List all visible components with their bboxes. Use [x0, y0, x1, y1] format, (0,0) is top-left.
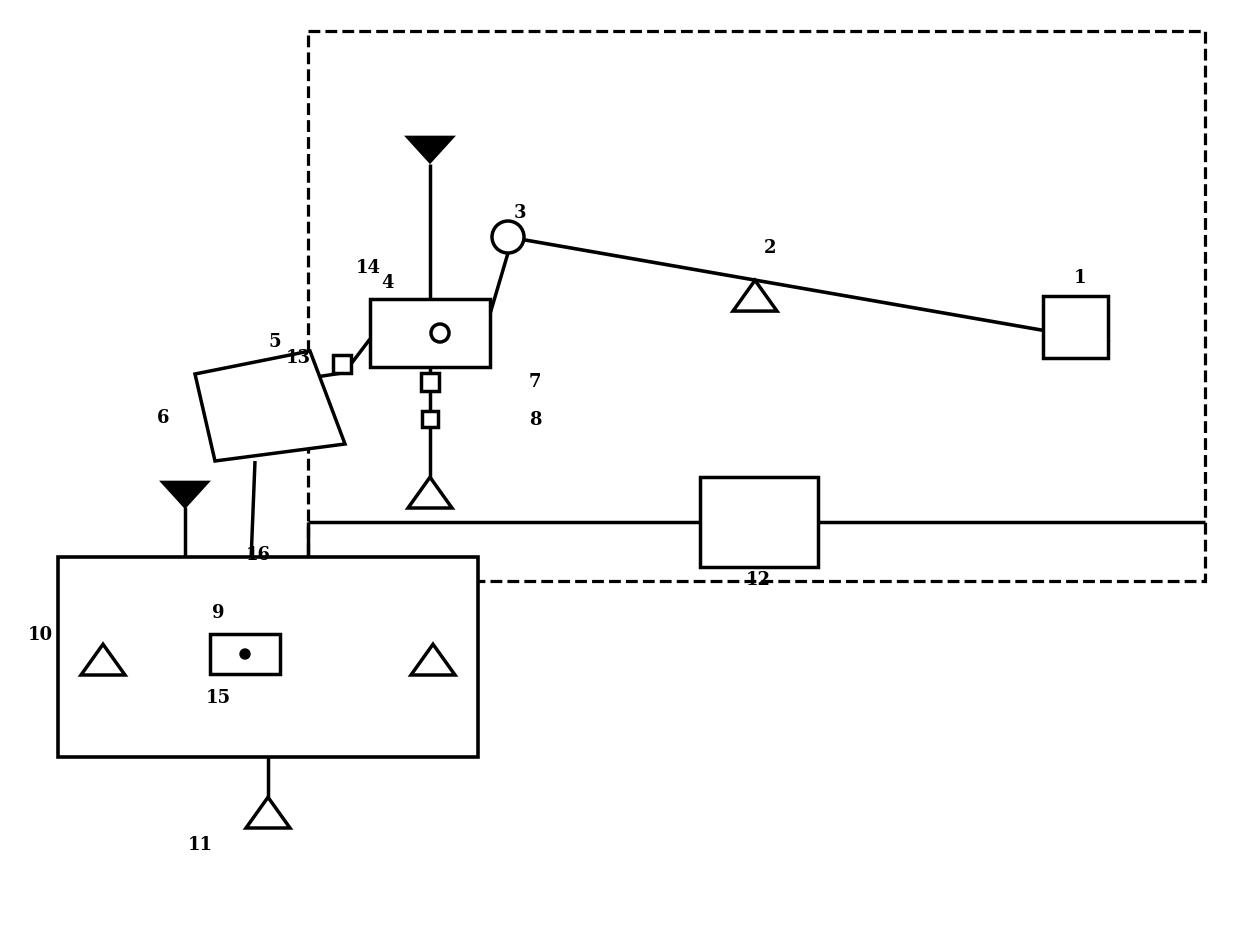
Text: 9: 9: [212, 603, 224, 622]
Text: 11: 11: [187, 835, 212, 853]
Polygon shape: [195, 352, 345, 461]
Bar: [334, 355, 351, 374]
Text: 12: 12: [745, 571, 770, 588]
Bar: [701, 478, 818, 567]
Circle shape: [492, 222, 525, 253]
Circle shape: [432, 325, 449, 342]
Text: 5: 5: [269, 332, 281, 351]
Polygon shape: [408, 478, 453, 509]
Text: 14: 14: [356, 259, 381, 277]
Text: 2: 2: [764, 238, 776, 257]
Text: 13: 13: [285, 349, 310, 367]
Bar: [210, 635, 280, 675]
Polygon shape: [410, 645, 455, 676]
Text: 15: 15: [206, 689, 231, 706]
Bar: [58, 558, 477, 757]
Text: 16: 16: [246, 546, 270, 563]
Text: 4: 4: [382, 274, 394, 291]
Circle shape: [241, 650, 250, 659]
Text: 1: 1: [1074, 269, 1086, 287]
Text: 8: 8: [528, 410, 541, 429]
Text: 7: 7: [528, 373, 541, 391]
Text: 3: 3: [513, 204, 526, 222]
Bar: [308, 32, 1205, 581]
Bar: [370, 300, 490, 367]
Bar: [1043, 297, 1109, 358]
Text: 6: 6: [156, 408, 169, 427]
Polygon shape: [246, 797, 290, 828]
Polygon shape: [733, 281, 777, 312]
Text: 10: 10: [27, 625, 52, 643]
Polygon shape: [408, 138, 453, 162]
Polygon shape: [81, 645, 125, 676]
Bar: [422, 411, 438, 428]
Polygon shape: [162, 483, 207, 507]
Bar: [422, 374, 439, 392]
